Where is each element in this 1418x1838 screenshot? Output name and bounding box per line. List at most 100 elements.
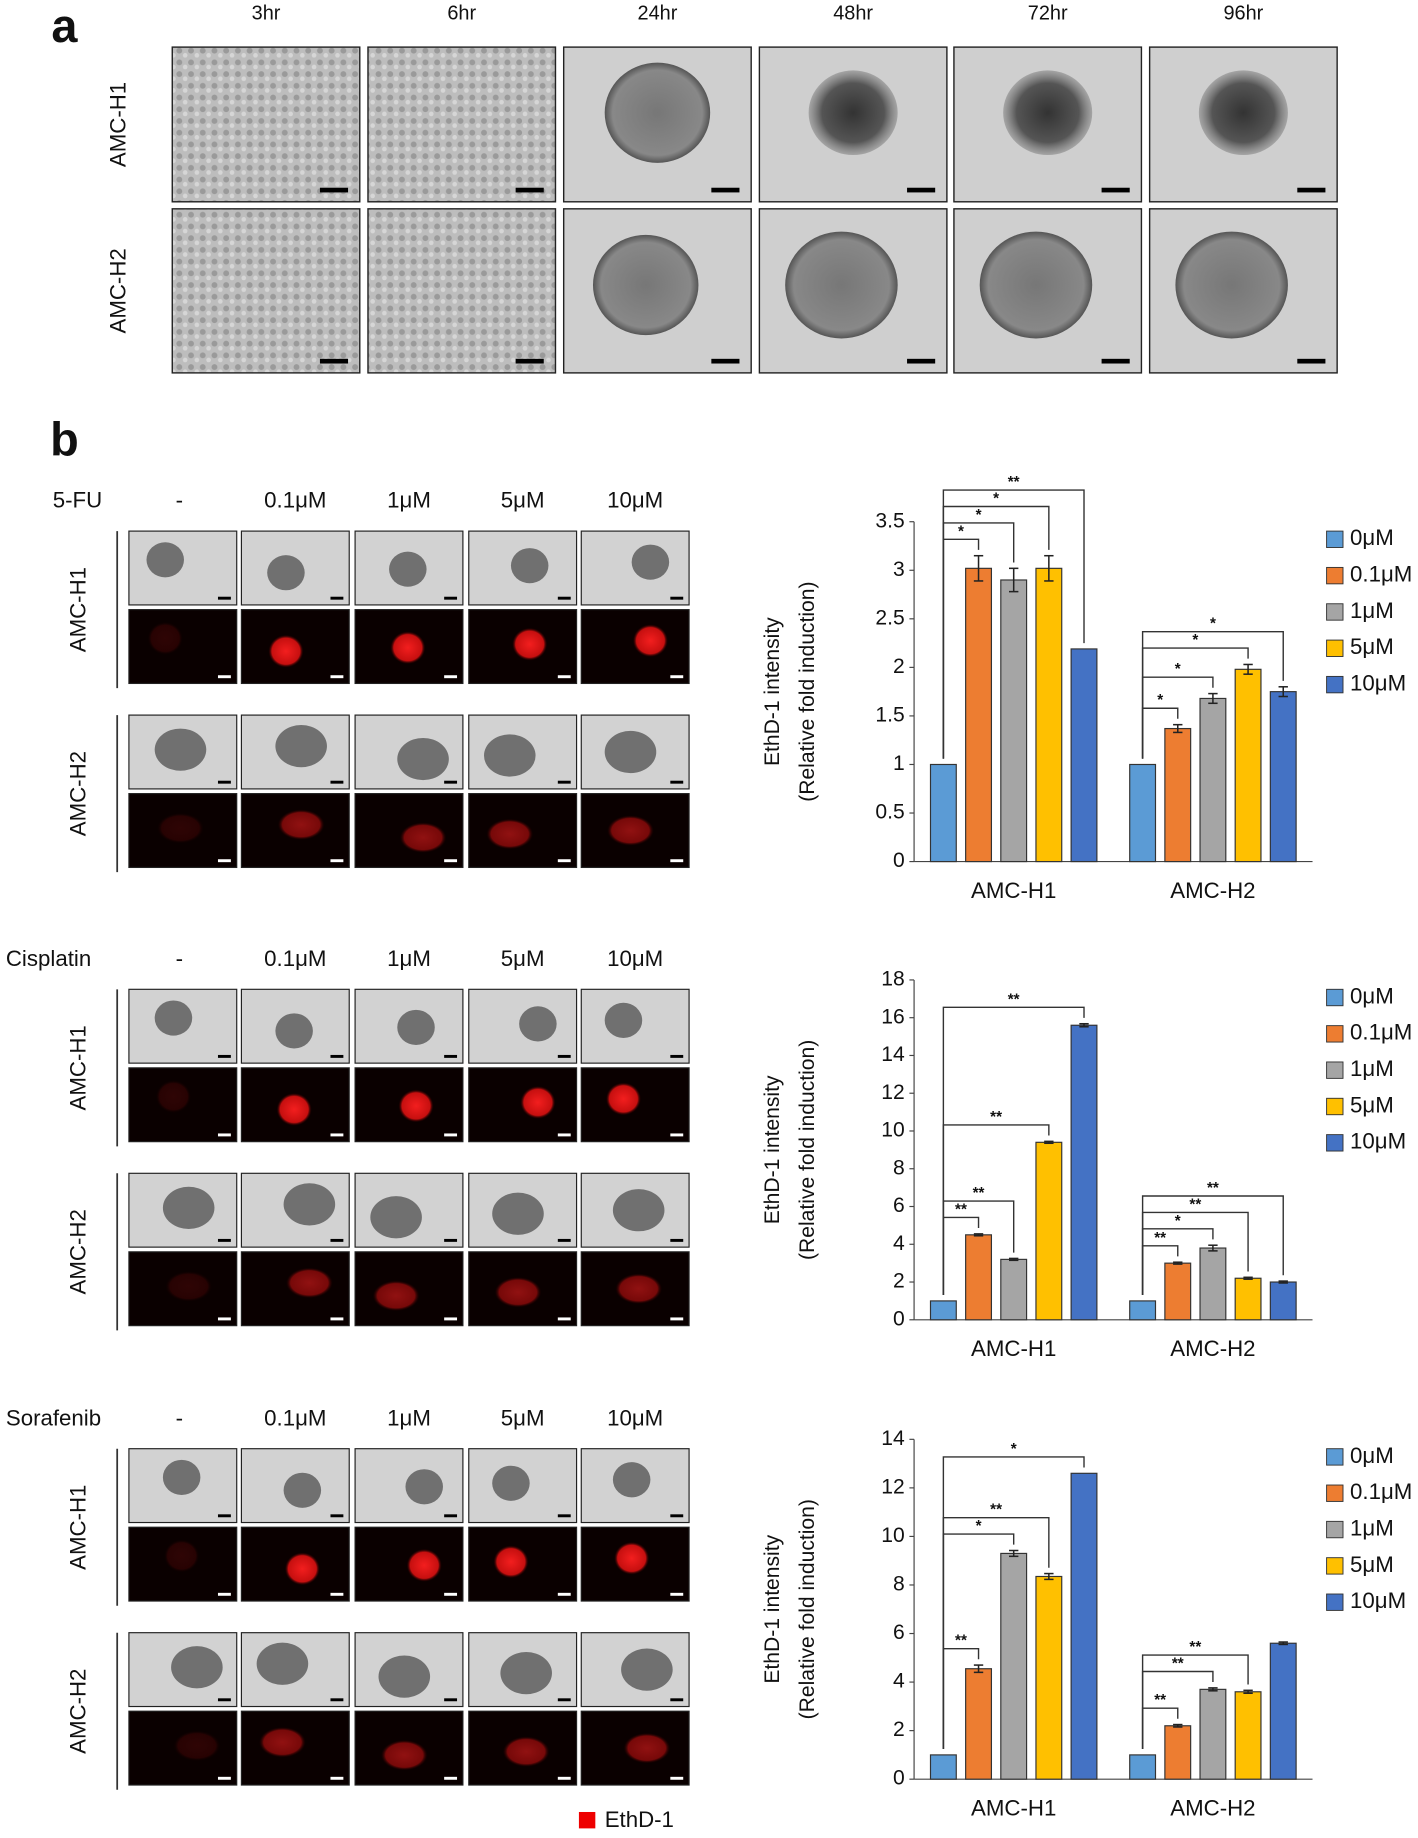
scale-bar: [444, 675, 458, 679]
significance-bracket: [942, 1006, 1085, 1296]
spheroid: [283, 1183, 336, 1226]
concentration-label: 1μM: [387, 488, 431, 513]
fluorescence-image: [580, 609, 690, 685]
spheroid: [389, 551, 427, 587]
scale-bar: [330, 1698, 344, 1702]
legend-label: 5μM: [1350, 1552, 1394, 1577]
ethd-signal: [284, 1552, 320, 1586]
fluorescence-image: [128, 609, 238, 685]
legend-swatch: [1326, 639, 1344, 657]
scale-bar: [444, 1514, 458, 1518]
significance-label: *: [1210, 616, 1216, 633]
ethd-signal: [157, 812, 204, 844]
bar: [1129, 1754, 1157, 1780]
scale-bar: [557, 1698, 571, 1702]
scale-bar: [670, 1054, 684, 1058]
x-tick-label: AMC-H2: [1170, 878, 1255, 903]
ethd-signal: [164, 1539, 200, 1573]
y-tick-label: 16: [881, 1005, 904, 1028]
scale-bar: [670, 780, 684, 784]
y-axis-label: (Relative fold induction): [796, 582, 819, 802]
legend-swatch: [1326, 1484, 1344, 1502]
spheroid: [492, 1192, 544, 1235]
significance-bracket: [942, 489, 1085, 759]
significance-label: *: [1175, 661, 1181, 678]
scale-bar: [557, 1133, 571, 1137]
scale-bar: [330, 1776, 344, 1780]
y-tick-label: 12: [881, 1081, 904, 1104]
scale-bar: [670, 1514, 684, 1518]
scale-bar: [515, 358, 544, 364]
spheroid: [621, 1648, 673, 1691]
y-tick-label: 10: [881, 1524, 904, 1547]
row-label: AMC-H2: [66, 1209, 91, 1294]
scale-bar: [330, 1054, 344, 1058]
row-label: AMC-H2: [66, 1669, 91, 1754]
bar: [1199, 1688, 1227, 1780]
significance-label: **: [1008, 474, 1020, 491]
y-axis-label: EthD-1 intensity: [761, 1075, 784, 1224]
significance-bracket: [942, 1456, 1085, 1750]
significance-label: *: [993, 490, 999, 507]
scale-bar: [557, 1317, 571, 1321]
row-label: AMC-H2: [105, 248, 130, 333]
spheroid: [519, 1006, 557, 1042]
significance-bracket: [942, 505, 1050, 759]
significance-bracket: [1141, 1654, 1249, 1750]
ethd-signal: [398, 1089, 434, 1123]
bar: [929, 1300, 957, 1321]
ethd-signal: [632, 624, 668, 658]
scale-bar: [217, 1238, 231, 1242]
scale-bar: [217, 1514, 231, 1518]
bar: [1234, 1691, 1262, 1780]
significance-bracket: [1141, 630, 1284, 759]
bar: [1129, 763, 1157, 863]
column-header: 24hr: [638, 3, 678, 25]
scale-bar: [444, 596, 458, 600]
scale-bar: [444, 1054, 458, 1058]
row-label: AMC-H1: [66, 1485, 91, 1570]
column-header: 48hr: [833, 3, 873, 25]
scale-bar: [1101, 187, 1130, 193]
concentration-label: 10μM: [607, 946, 663, 971]
bar: [1269, 1281, 1297, 1321]
ethd-signal: [406, 1548, 442, 1582]
row-label: AMC-H2: [66, 751, 91, 836]
panel-label: a: [51, 0, 78, 52]
legend-swatch: [1326, 1593, 1344, 1611]
significance-label: *: [1011, 1441, 1017, 1458]
bar: [1269, 691, 1297, 863]
scale-bar: [444, 1698, 458, 1702]
ethd-signal: [623, 1732, 671, 1764]
bar: [1070, 1024, 1098, 1321]
legend-label: 0μM: [1350, 525, 1394, 550]
ethd-signal: [276, 1093, 312, 1126]
spheroid: [162, 1186, 215, 1229]
scale-bar: [557, 596, 571, 600]
scale-bar: [907, 358, 936, 364]
ethd-signal: [502, 1736, 550, 1767]
ethd-signal: [372, 1280, 420, 1312]
spheroid: [808, 70, 898, 156]
panel-label: b: [50, 414, 79, 466]
drug-label: Cisplatin: [6, 946, 91, 971]
scale-bar: [217, 1776, 231, 1780]
ethd-signal: [512, 627, 548, 661]
y-tick-label: 2: [893, 1718, 905, 1741]
scale-bar: [217, 1317, 231, 1321]
y-tick-label: 8: [893, 1573, 905, 1596]
concentration-label: -: [176, 1405, 183, 1430]
bar: [1035, 1575, 1063, 1780]
scale-bar: [670, 675, 684, 679]
scale-bar: [217, 675, 231, 679]
significance-label: *: [1157, 692, 1163, 709]
spheroid: [405, 1469, 443, 1505]
x-tick-label: AMC-H1: [971, 1796, 1056, 1821]
spheroid: [483, 734, 536, 777]
spheroid: [154, 728, 207, 771]
ethd-signal: [607, 815, 654, 846]
bar: [1234, 1277, 1262, 1321]
spheroid: [612, 1462, 651, 1498]
legend-swatch: [1326, 1134, 1344, 1152]
bar: [1164, 727, 1192, 863]
